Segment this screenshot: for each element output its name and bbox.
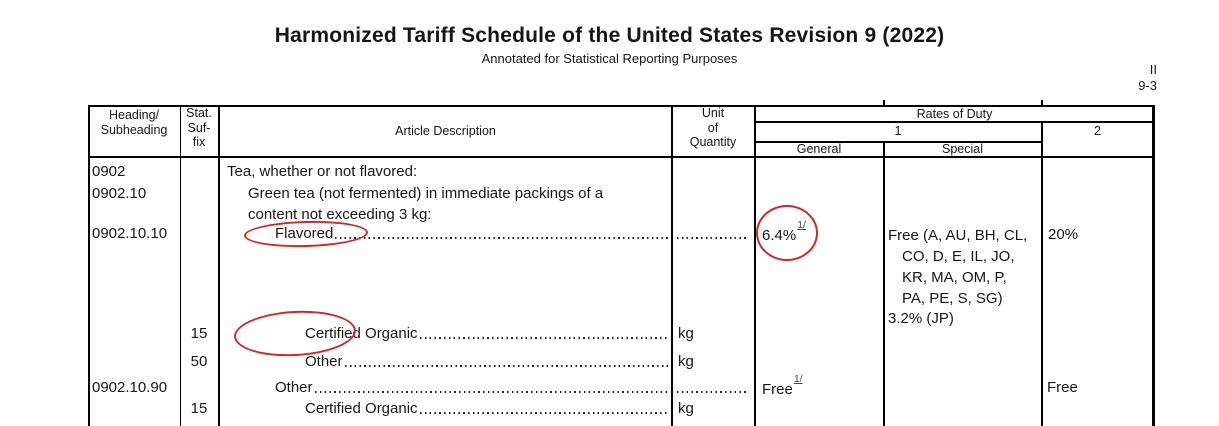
description-cell: content not exceeding 3 kg:	[248, 206, 432, 223]
stat-suffix-cell: 50	[190, 353, 208, 370]
dot-leader	[344, 365, 668, 367]
gridline-stub-duty2	[1040, 100, 1043, 105]
description-row: Certified Organic	[305, 401, 670, 416]
section-mark: II	[1149, 62, 1157, 77]
special-rate-line: PA, PE, S, SG)	[902, 290, 1003, 307]
header-duty-col-1: 1	[894, 124, 902, 138]
heading-cell: 0902.10.90	[92, 379, 168, 396]
dot-leader	[314, 391, 668, 393]
stat-suffix-cell: 15	[190, 400, 208, 417]
header-duty-col-2: 2	[1094, 124, 1101, 138]
gridline-article-unit	[671, 105, 673, 426]
general-rate-cell: Free1/	[762, 374, 803, 398]
unit-cell: kg	[678, 353, 694, 370]
unit-cell: kg	[678, 325, 694, 342]
special-rate-line: CO, D, E, IL, JO,	[902, 248, 1015, 265]
header-article-description: Article Description	[395, 124, 496, 138]
dot-leader	[419, 412, 668, 414]
annotation-circle-flavored	[243, 219, 369, 249]
gridline-under-duty1	[755, 141, 1042, 143]
description-cell: Other	[305, 353, 343, 370]
special-rate-line: KR, MA, OM, P,	[902, 269, 1007, 286]
gridline-left-border	[88, 105, 90, 426]
annotation-circle-rate	[756, 205, 818, 261]
page-number: 9-3	[1138, 78, 1157, 93]
description-cell: Green tea (not fermented) in immediate p…	[248, 185, 604, 202]
page-subtitle: Annotated for Statistical Reporting Purp…	[481, 51, 738, 66]
gridline-heading-stat	[179, 105, 181, 426]
description-row: Flavored	[275, 226, 670, 241]
description-cell: Other	[275, 379, 313, 396]
page-title: Harmonized Tariff Schedule of the United…	[274, 24, 945, 47]
annotation-circle-certified-organic	[232, 307, 358, 360]
dot-leader	[677, 237, 748, 239]
dot-leader	[419, 337, 668, 339]
gridline-stat-article	[217, 105, 220, 426]
header-general: General	[796, 142, 842, 156]
description-cell: Flavored	[275, 225, 334, 242]
heading-cell: 0902.10	[92, 185, 147, 202]
header-special: Special	[942, 142, 983, 156]
description-cell: Certified Organic	[305, 400, 418, 417]
description-cell: Certified Organic	[305, 325, 418, 342]
description-row: Certified Organic	[305, 326, 670, 341]
description-row: Other	[305, 354, 670, 369]
heading-cell: 0902	[92, 163, 126, 180]
header-stat-suffix: Stat. Suf- fix	[186, 106, 212, 149]
stat-suffix-cell: 15	[190, 325, 208, 342]
header-rates-of-duty: Rates of Duty	[916, 107, 993, 121]
gridline-stub-general-special	[883, 100, 885, 105]
gridline-right-border	[1152, 105, 1155, 426]
gridline-header-bottom	[88, 156, 1154, 158]
dot-leader	[335, 237, 668, 239]
description-cell: Tea, whether or not flavored:	[227, 163, 418, 180]
special-rate-line: Free (A, AU, BH, CL,	[888, 227, 1028, 244]
header-heading-subheading: Heading/ Subheading	[100, 108, 168, 137]
gridline-general-special	[883, 141, 885, 426]
general-rate-value: Free	[762, 381, 793, 398]
duty2-rate-cell: 20%	[1048, 226, 1079, 243]
header-unit-of-quantity: Unit of Quantity	[689, 106, 737, 149]
gridline-under-rates	[755, 121, 1154, 123]
gridline-top-border	[88, 105, 1154, 107]
gridline-unit-general	[753, 105, 756, 426]
unit-cell: kg	[678, 400, 694, 417]
duty2-rate-cell: Free	[1047, 379, 1078, 396]
footnote-link[interactable]: 1/	[793, 373, 803, 385]
gridline-special-duty2	[1040, 121, 1043, 426]
description-row: Other	[275, 380, 670, 395]
dot-leader	[677, 391, 748, 393]
heading-cell: 0902.10.10	[92, 225, 168, 242]
special-rate-line: 3.2% (JP)	[888, 310, 954, 327]
